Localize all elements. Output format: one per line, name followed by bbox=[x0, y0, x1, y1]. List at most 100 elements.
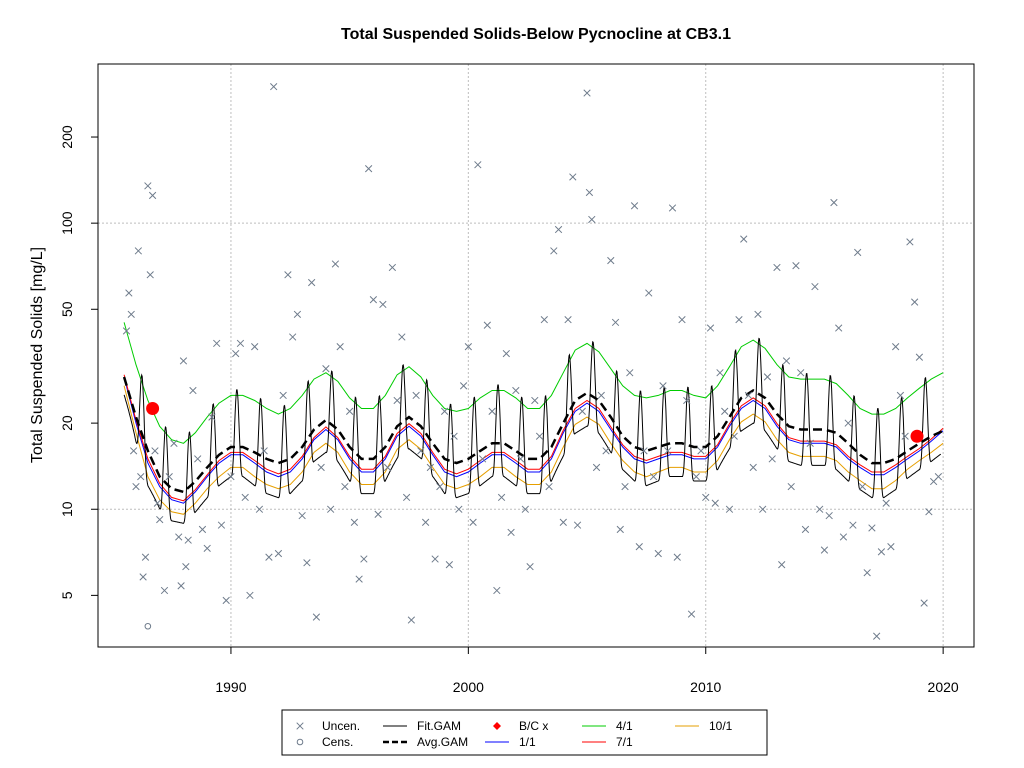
uncensored-point bbox=[920, 599, 928, 607]
uncensored-point bbox=[308, 278, 316, 287]
uncensored-point bbox=[194, 455, 202, 463]
uncensored-point bbox=[526, 563, 534, 571]
uncensored-point bbox=[270, 82, 278, 91]
uncensored-point bbox=[284, 271, 292, 279]
uncensored-point bbox=[203, 544, 211, 553]
uncensored-point bbox=[896, 391, 905, 400]
x-axis: 1990 2000 2010 2020 bbox=[215, 647, 959, 695]
uncensored-point bbox=[664, 447, 672, 455]
uncensored-point bbox=[350, 518, 359, 526]
uncensored-point bbox=[260, 447, 268, 455]
uncensored-point bbox=[873, 632, 881, 640]
uncensored-point bbox=[213, 339, 221, 348]
uncensored-point bbox=[502, 349, 510, 358]
uncensored-point bbox=[341, 482, 349, 491]
uncensored-point bbox=[868, 524, 876, 532]
legend-swatch-bc bbox=[493, 722, 501, 730]
uncensored-point bbox=[545, 482, 553, 491]
uncensored-point bbox=[279, 391, 287, 400]
uncensored-point bbox=[792, 262, 800, 270]
fit-gam-line bbox=[122, 337, 944, 524]
uncensored-point bbox=[298, 511, 306, 520]
uncensored-point bbox=[863, 569, 871, 577]
uncensored-point bbox=[148, 191, 157, 200]
uncensored-point bbox=[844, 419, 852, 427]
uncensored-point bbox=[825, 511, 833, 520]
uncensored-point bbox=[678, 315, 686, 324]
uncensored-point bbox=[488, 407, 496, 415]
uncensored-point bbox=[683, 396, 691, 405]
uncensored-point bbox=[379, 300, 387, 309]
uncensored-point bbox=[241, 493, 249, 502]
uncensored-point bbox=[858, 482, 867, 491]
uncensored-point bbox=[759, 505, 767, 513]
uncensored-point bbox=[127, 310, 135, 319]
uncensored-point bbox=[412, 391, 420, 400]
chart-title: Total Suspended Solids-Below Pycnocline … bbox=[341, 26, 731, 43]
uncensored-point bbox=[659, 382, 667, 390]
series-avg-gam-line bbox=[122, 376, 944, 494]
legend-label: 1/1 bbox=[519, 735, 536, 749]
uncensored-point bbox=[531, 396, 539, 405]
y-tick-label: 200 bbox=[59, 125, 75, 149]
uncensored-point bbox=[177, 582, 185, 590]
uncensored-point bbox=[450, 432, 458, 440]
uncensored-point bbox=[345, 407, 354, 415]
uncensored-point bbox=[630, 202, 639, 210]
uncensored-point bbox=[369, 296, 378, 304]
uncensored-point bbox=[431, 555, 439, 563]
uncensored-point bbox=[232, 349, 240, 358]
uncensored-point bbox=[137, 472, 145, 481]
uncensored-point bbox=[578, 407, 586, 415]
uncensored-point bbox=[692, 472, 700, 481]
uncensored-point bbox=[564, 315, 572, 324]
uncensored-point bbox=[668, 204, 677, 212]
uncensored-point bbox=[602, 447, 610, 455]
uncensored-point bbox=[421, 518, 430, 526]
uncensored-point bbox=[778, 561, 786, 569]
uncensored-point bbox=[854, 248, 862, 257]
uncensored-point bbox=[388, 263, 397, 272]
uncensored-point bbox=[744, 391, 753, 400]
uncensored-point bbox=[554, 225, 563, 234]
uncensored-point bbox=[189, 386, 197, 395]
uncensored-point bbox=[535, 432, 544, 440]
uncensored-point bbox=[820, 546, 829, 554]
uncensored-point bbox=[331, 260, 340, 268]
uncensored-point bbox=[134, 247, 143, 255]
uncensored-point bbox=[697, 447, 705, 455]
uncensored-point bbox=[915, 353, 924, 361]
grid-lines bbox=[98, 64, 974, 647]
data-points bbox=[122, 82, 943, 640]
uncensored-point bbox=[426, 463, 435, 472]
legend-swatch-cens bbox=[296, 738, 304, 746]
uncensored-point bbox=[585, 188, 594, 197]
uncensored-point bbox=[217, 521, 226, 529]
uncensored-point bbox=[184, 536, 192, 544]
uncensored-point bbox=[521, 505, 529, 513]
uncensored-point bbox=[374, 510, 382, 518]
uncensored-point bbox=[906, 238, 914, 246]
legend-box bbox=[281, 709, 768, 756]
uncensored-point bbox=[592, 463, 601, 472]
uncensored-point bbox=[170, 439, 178, 447]
uncensored-point bbox=[550, 247, 558, 255]
uncensored-point bbox=[626, 369, 634, 377]
uncensored-point bbox=[706, 324, 715, 332]
uncensored-point bbox=[621, 482, 629, 491]
bc-point bbox=[910, 429, 924, 443]
uncensored-point bbox=[398, 333, 406, 341]
uncensored-point bbox=[583, 89, 591, 97]
y-tick-label: 10 bbox=[59, 501, 75, 517]
uncensored-point bbox=[702, 493, 710, 502]
legend: Uncen. Cens. Fit.GAM Avg.GAM B/C x 1/1 4/1 7/1 1… bbox=[281, 709, 768, 756]
legend-label: Uncen. bbox=[322, 719, 360, 733]
uncensored-point bbox=[673, 553, 681, 561]
uncensored-point bbox=[588, 215, 596, 224]
uncensored-point bbox=[251, 343, 259, 351]
legend-label: Cens. bbox=[322, 735, 353, 749]
uncensored-point bbox=[507, 528, 515, 537]
uncensored-point bbox=[227, 472, 235, 481]
uncensored-point bbox=[559, 518, 567, 526]
